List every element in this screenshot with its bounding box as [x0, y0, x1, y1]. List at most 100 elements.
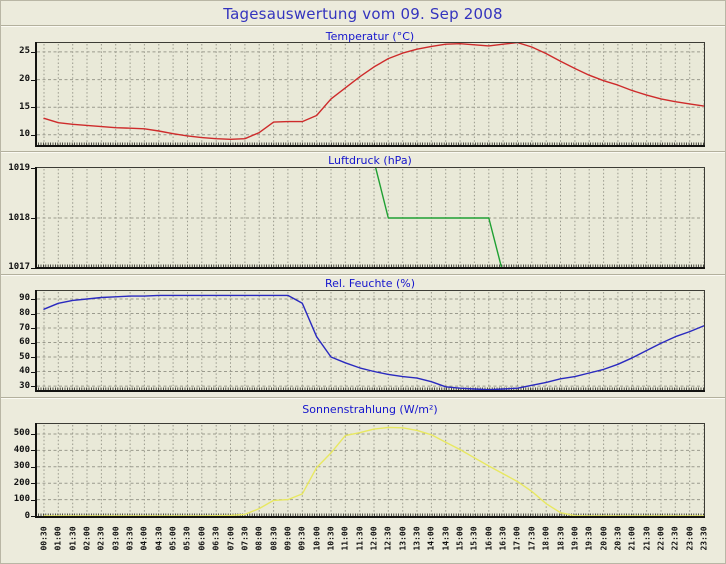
x-axis-label: 17:00: [512, 526, 522, 551]
y-axis-tick: [31, 342, 36, 344]
x-axis-label: 23:30: [699, 526, 709, 551]
y-axis-tick: [31, 298, 36, 300]
x-axis-label: 14:00: [426, 526, 436, 551]
y-axis-tick: [31, 51, 36, 53]
x-axis-label: 02:30: [96, 526, 106, 551]
x-axis-label: 12:30: [383, 526, 393, 551]
chart-title-rel-feuchte: Rel. Feuchte (%): [324, 277, 416, 290]
x-axis-label: 08:00: [254, 526, 264, 551]
y-axis-label: 60: [19, 337, 30, 348]
y-axis-tick: [31, 79, 36, 81]
x-axis-label: 11:00: [340, 526, 350, 551]
x-axis-label: 00:30: [39, 526, 49, 551]
x-axis-label: 15:30: [469, 526, 479, 551]
y-axis-label: 1017: [8, 262, 30, 272]
x-axis-label: 17:30: [527, 526, 537, 551]
x-axis-label: 16:00: [484, 526, 494, 551]
x-axis-label: 20:30: [613, 526, 623, 551]
x-axis-label: 05:00: [168, 526, 178, 551]
x-axis-label: 08:30: [269, 526, 279, 551]
y-axis-tick: [31, 450, 36, 452]
x-axis-label: 10:30: [326, 526, 336, 551]
x-axis-label: 21:30: [642, 526, 652, 551]
series-line-temperatur: [43, 43, 704, 140]
y-axis-tick: [31, 433, 36, 435]
y-axis-tick: [31, 371, 36, 373]
x-axis-label: 06:00: [197, 526, 207, 551]
x-axis-label: 07:30: [240, 526, 250, 551]
chart-plot-luftdruck: [35, 167, 705, 269]
x-axis-label: 18:30: [556, 526, 566, 551]
y-axis-label: 10: [19, 129, 30, 140]
x-axis-label: 13:00: [398, 526, 408, 551]
y-axis-tick: [31, 516, 36, 518]
title-separator: [1, 25, 725, 27]
section-separator-3: [1, 397, 725, 399]
section-separator-2: [1, 274, 725, 276]
y-axis-label: 500: [13, 428, 30, 439]
y-axis-label: 300: [13, 461, 30, 472]
y-axis-tick: [31, 134, 36, 136]
x-axis-label: 12:00: [369, 526, 379, 551]
y-axis-label: 20: [19, 74, 30, 85]
x-axis-label: 07:00: [226, 526, 236, 551]
x-axis-label: 21:00: [627, 526, 637, 551]
y-axis-label: 1019: [8, 162, 30, 173]
y-axis-label: 100: [13, 494, 30, 505]
chart-plot-rel-feuchte: [35, 290, 705, 392]
chart-canvas-rel-feuchte: [35, 290, 705, 392]
chart-title-sonnenstrahlung: Sonnenstrahlung (W/m²): [302, 403, 438, 416]
x-axis-label: 22:00: [656, 526, 666, 551]
chart-canvas-sonnenstrahlung: [35, 423, 705, 518]
y-axis-tick: [31, 328, 36, 329]
x-axis-label: 09:30: [297, 526, 307, 551]
y-axis-tick: [31, 267, 36, 269]
x-axis-label: 01:00: [53, 526, 63, 551]
x-axis-label: 02:00: [82, 526, 92, 551]
chart-canvas-luftdruck: [35, 167, 705, 269]
y-axis-label: 80: [19, 308, 30, 318]
y-axis-label: 90: [19, 293, 30, 304]
page-title: Tagesauswertung vom 09. Sep 2008: [223, 5, 503, 23]
section-separator-1: [1, 151, 725, 153]
x-axis-label: 03:30: [125, 526, 135, 551]
series-line-luftdruck: [375, 168, 503, 268]
x-axis-label: 13:30: [412, 526, 422, 551]
y-axis-label: 50: [19, 351, 30, 362]
x-axis-label: 11:30: [355, 526, 365, 551]
x-axis-label: 19:30: [584, 526, 594, 551]
x-axis-label: 15:00: [455, 526, 465, 551]
y-axis-label: 40: [19, 366, 30, 377]
y-axis-tick: [31, 386, 36, 388]
y-axis-tick: [31, 218, 36, 219]
x-axis-label: 05:30: [182, 526, 192, 551]
x-axis-label: 09:00: [283, 526, 293, 551]
x-axis-label: 20:00: [599, 526, 609, 551]
y-axis-tick: [31, 107, 36, 109]
chart-title-temperatur: Temperatur (°C): [325, 30, 415, 43]
y-axis-label: 30: [19, 380, 30, 391]
y-axis-label: 0: [24, 510, 30, 521]
y-axis-tick: [31, 466, 36, 468]
y-axis-label: 1018: [8, 212, 30, 223]
y-axis-tick: [31, 313, 36, 315]
x-axis-label: 06:30: [211, 526, 221, 551]
x-axis-label: 14:30: [441, 526, 451, 551]
y-axis-label: 15: [19, 101, 30, 112]
chart-plot-temperatur: [35, 42, 705, 147]
y-axis-tick: [31, 357, 36, 359]
x-axis-label: 19:00: [570, 526, 580, 551]
y-axis-label: 400: [13, 444, 30, 455]
y-axis-tick: [31, 483, 36, 485]
x-axis-label: 03:00: [111, 526, 121, 551]
y-axis-label: 200: [13, 477, 30, 488]
y-axis-label: 25: [19, 46, 30, 57]
x-axis-label: 04:30: [154, 526, 164, 551]
x-axis-label: 01:30: [68, 526, 78, 551]
chart-canvas-temperatur: [35, 42, 705, 147]
series-line-rel-feuchte: [43, 294, 704, 391]
chart-plot-sonnenstrahlung: [35, 423, 705, 518]
chart-title-luftdruck: Luftdruck (hPa): [328, 154, 412, 167]
x-axis-label: 10:00: [312, 526, 322, 551]
